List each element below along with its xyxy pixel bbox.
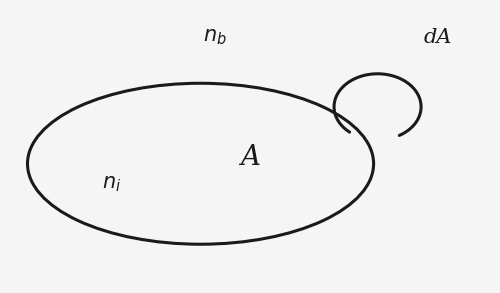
Text: $n_b$: $n_b$	[204, 28, 228, 47]
Text: A: A	[240, 144, 260, 171]
Ellipse shape	[28, 83, 374, 244]
Text: dA: dA	[424, 28, 452, 47]
Text: $n_i$: $n_i$	[102, 174, 121, 194]
